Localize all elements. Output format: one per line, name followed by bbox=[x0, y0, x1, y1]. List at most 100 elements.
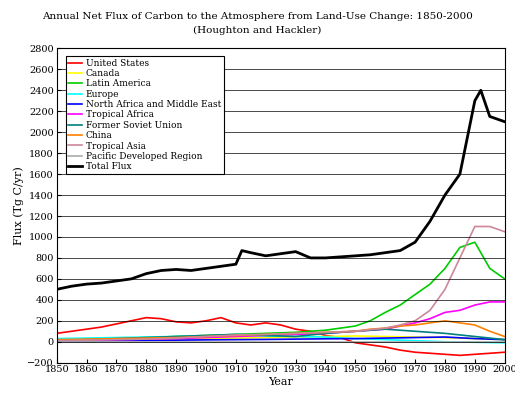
United States bbox=[502, 350, 508, 355]
China bbox=[203, 334, 209, 339]
North Africa and Middle East bbox=[472, 336, 478, 341]
Tropical Africa bbox=[352, 329, 358, 334]
Latin America bbox=[113, 336, 119, 341]
Total Flux bbox=[367, 252, 373, 257]
Canada bbox=[203, 336, 209, 341]
Tropical Asia bbox=[352, 329, 358, 334]
Total Flux bbox=[54, 287, 60, 292]
Line: Tropical Africa: Tropical Africa bbox=[57, 302, 505, 341]
X-axis label: Year: Year bbox=[268, 377, 293, 387]
Total Flux bbox=[337, 254, 344, 259]
Tropical Africa bbox=[457, 308, 463, 313]
United States bbox=[367, 343, 373, 347]
Total Flux bbox=[218, 264, 224, 269]
Europe bbox=[113, 335, 119, 340]
Europe bbox=[322, 334, 329, 339]
North Africa and Middle East bbox=[382, 336, 388, 341]
Total Flux bbox=[293, 249, 299, 254]
Tropical Asia bbox=[143, 337, 149, 342]
United States bbox=[128, 318, 134, 323]
Canada bbox=[233, 336, 239, 341]
Latin America bbox=[83, 337, 90, 342]
United States bbox=[173, 320, 179, 324]
Former Soviet Union bbox=[293, 334, 299, 339]
Y-axis label: Flux (Tg C/yr): Flux (Tg C/yr) bbox=[14, 166, 25, 245]
Canada bbox=[322, 334, 329, 339]
China bbox=[143, 336, 149, 341]
Total Flux bbox=[158, 268, 164, 273]
Canada bbox=[83, 339, 90, 343]
Latin America bbox=[487, 266, 493, 271]
Former Soviet Union bbox=[502, 337, 508, 342]
United States bbox=[427, 351, 433, 356]
Total Flux bbox=[203, 266, 209, 271]
North Africa and Middle East bbox=[143, 338, 149, 343]
Line: Canada: Canada bbox=[57, 336, 505, 341]
Europe bbox=[233, 333, 239, 338]
Former Soviet Union bbox=[203, 333, 209, 338]
Former Soviet Union bbox=[352, 329, 358, 334]
Total Flux bbox=[352, 253, 358, 258]
United States bbox=[83, 327, 90, 332]
Latin America bbox=[54, 337, 60, 342]
China bbox=[502, 334, 508, 339]
Latin America bbox=[367, 318, 373, 323]
Tropical Asia bbox=[293, 331, 299, 336]
Tropical Africa bbox=[203, 335, 209, 340]
Former Soviet Union bbox=[83, 337, 90, 342]
Line: Europe: Europe bbox=[57, 335, 505, 343]
Latin America bbox=[457, 245, 463, 250]
Tropical Asia bbox=[397, 322, 403, 327]
Europe bbox=[263, 334, 269, 339]
Total Flux bbox=[98, 280, 105, 285]
Text: (Houghton and Hackler): (Houghton and Hackler) bbox=[193, 26, 322, 35]
Former Soviet Union bbox=[173, 334, 179, 339]
Total Flux bbox=[113, 278, 119, 283]
Line: Tropical Asia: Tropical Asia bbox=[57, 226, 505, 341]
United States bbox=[68, 329, 75, 334]
Former Soviet Union bbox=[442, 331, 448, 336]
Total Flux bbox=[487, 114, 493, 119]
United States bbox=[54, 331, 60, 336]
Text: Annual Net Flux of Carbon to the Atmosphere from Land-Use Change: 1850-2000: Annual Net Flux of Carbon to the Atmosph… bbox=[42, 12, 473, 21]
Canada bbox=[382, 334, 388, 339]
Former Soviet Union bbox=[412, 329, 418, 334]
Tropical Africa bbox=[487, 299, 493, 304]
Pacific Developed Region bbox=[472, 340, 478, 345]
North Africa and Middle East bbox=[293, 337, 299, 342]
United States bbox=[397, 348, 403, 353]
Total Flux bbox=[83, 282, 90, 287]
Tropical Asia bbox=[54, 338, 60, 343]
Latin America bbox=[397, 303, 403, 307]
North Africa and Middle East bbox=[173, 338, 179, 343]
China bbox=[382, 326, 388, 330]
Tropical Asia bbox=[487, 224, 493, 229]
Pacific Developed Region bbox=[382, 340, 388, 345]
Tropical Asia bbox=[173, 336, 179, 341]
Former Soviet Union bbox=[263, 333, 269, 338]
Canada bbox=[412, 334, 418, 339]
North Africa and Middle East bbox=[442, 334, 448, 339]
Latin America bbox=[322, 328, 329, 332]
Pacific Developed Region bbox=[173, 340, 179, 345]
Europe bbox=[412, 338, 418, 343]
Total Flux bbox=[239, 248, 245, 253]
Total Flux bbox=[412, 240, 418, 245]
Latin America bbox=[143, 335, 149, 340]
Canada bbox=[472, 336, 478, 341]
Tropical Asia bbox=[457, 256, 463, 260]
Pacific Developed Region bbox=[54, 340, 60, 345]
United States bbox=[307, 329, 314, 334]
Pacific Developed Region bbox=[322, 340, 329, 345]
Canada bbox=[143, 337, 149, 342]
Total Flux bbox=[233, 262, 239, 267]
Total Flux bbox=[472, 98, 478, 103]
Former Soviet Union bbox=[472, 334, 478, 339]
United States bbox=[278, 322, 284, 327]
Tropical Africa bbox=[113, 337, 119, 342]
Tropical Asia bbox=[427, 308, 433, 313]
China bbox=[233, 333, 239, 338]
United States bbox=[233, 320, 239, 325]
Europe bbox=[203, 334, 209, 339]
Europe bbox=[382, 337, 388, 342]
